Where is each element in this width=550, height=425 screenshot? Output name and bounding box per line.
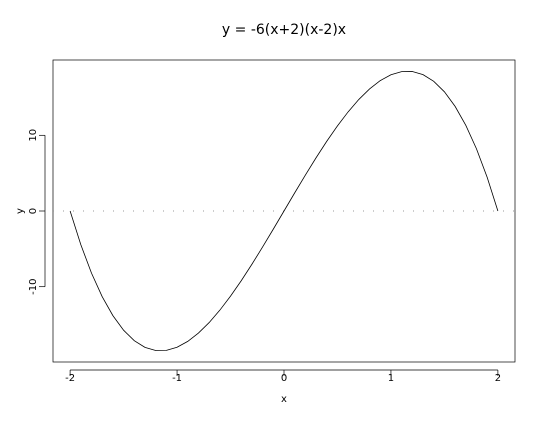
curve	[69, 71, 499, 351]
y-tick-label: 10	[28, 129, 39, 142]
x-tick-label: -2	[65, 373, 75, 384]
x-tick-label: 1	[388, 373, 394, 384]
x-tick-label: 0	[281, 373, 287, 384]
x-axis-label: x	[281, 394, 287, 405]
chart-title: y = -6(x+2)(x-2)x	[222, 22, 346, 38]
x-tick-label: -1	[172, 373, 182, 384]
y-axis-label: y	[15, 208, 26, 214]
y-tick-label: 0	[28, 208, 39, 214]
x-tick-label: 2	[495, 373, 501, 384]
y-tick-label: -10	[28, 279, 39, 295]
